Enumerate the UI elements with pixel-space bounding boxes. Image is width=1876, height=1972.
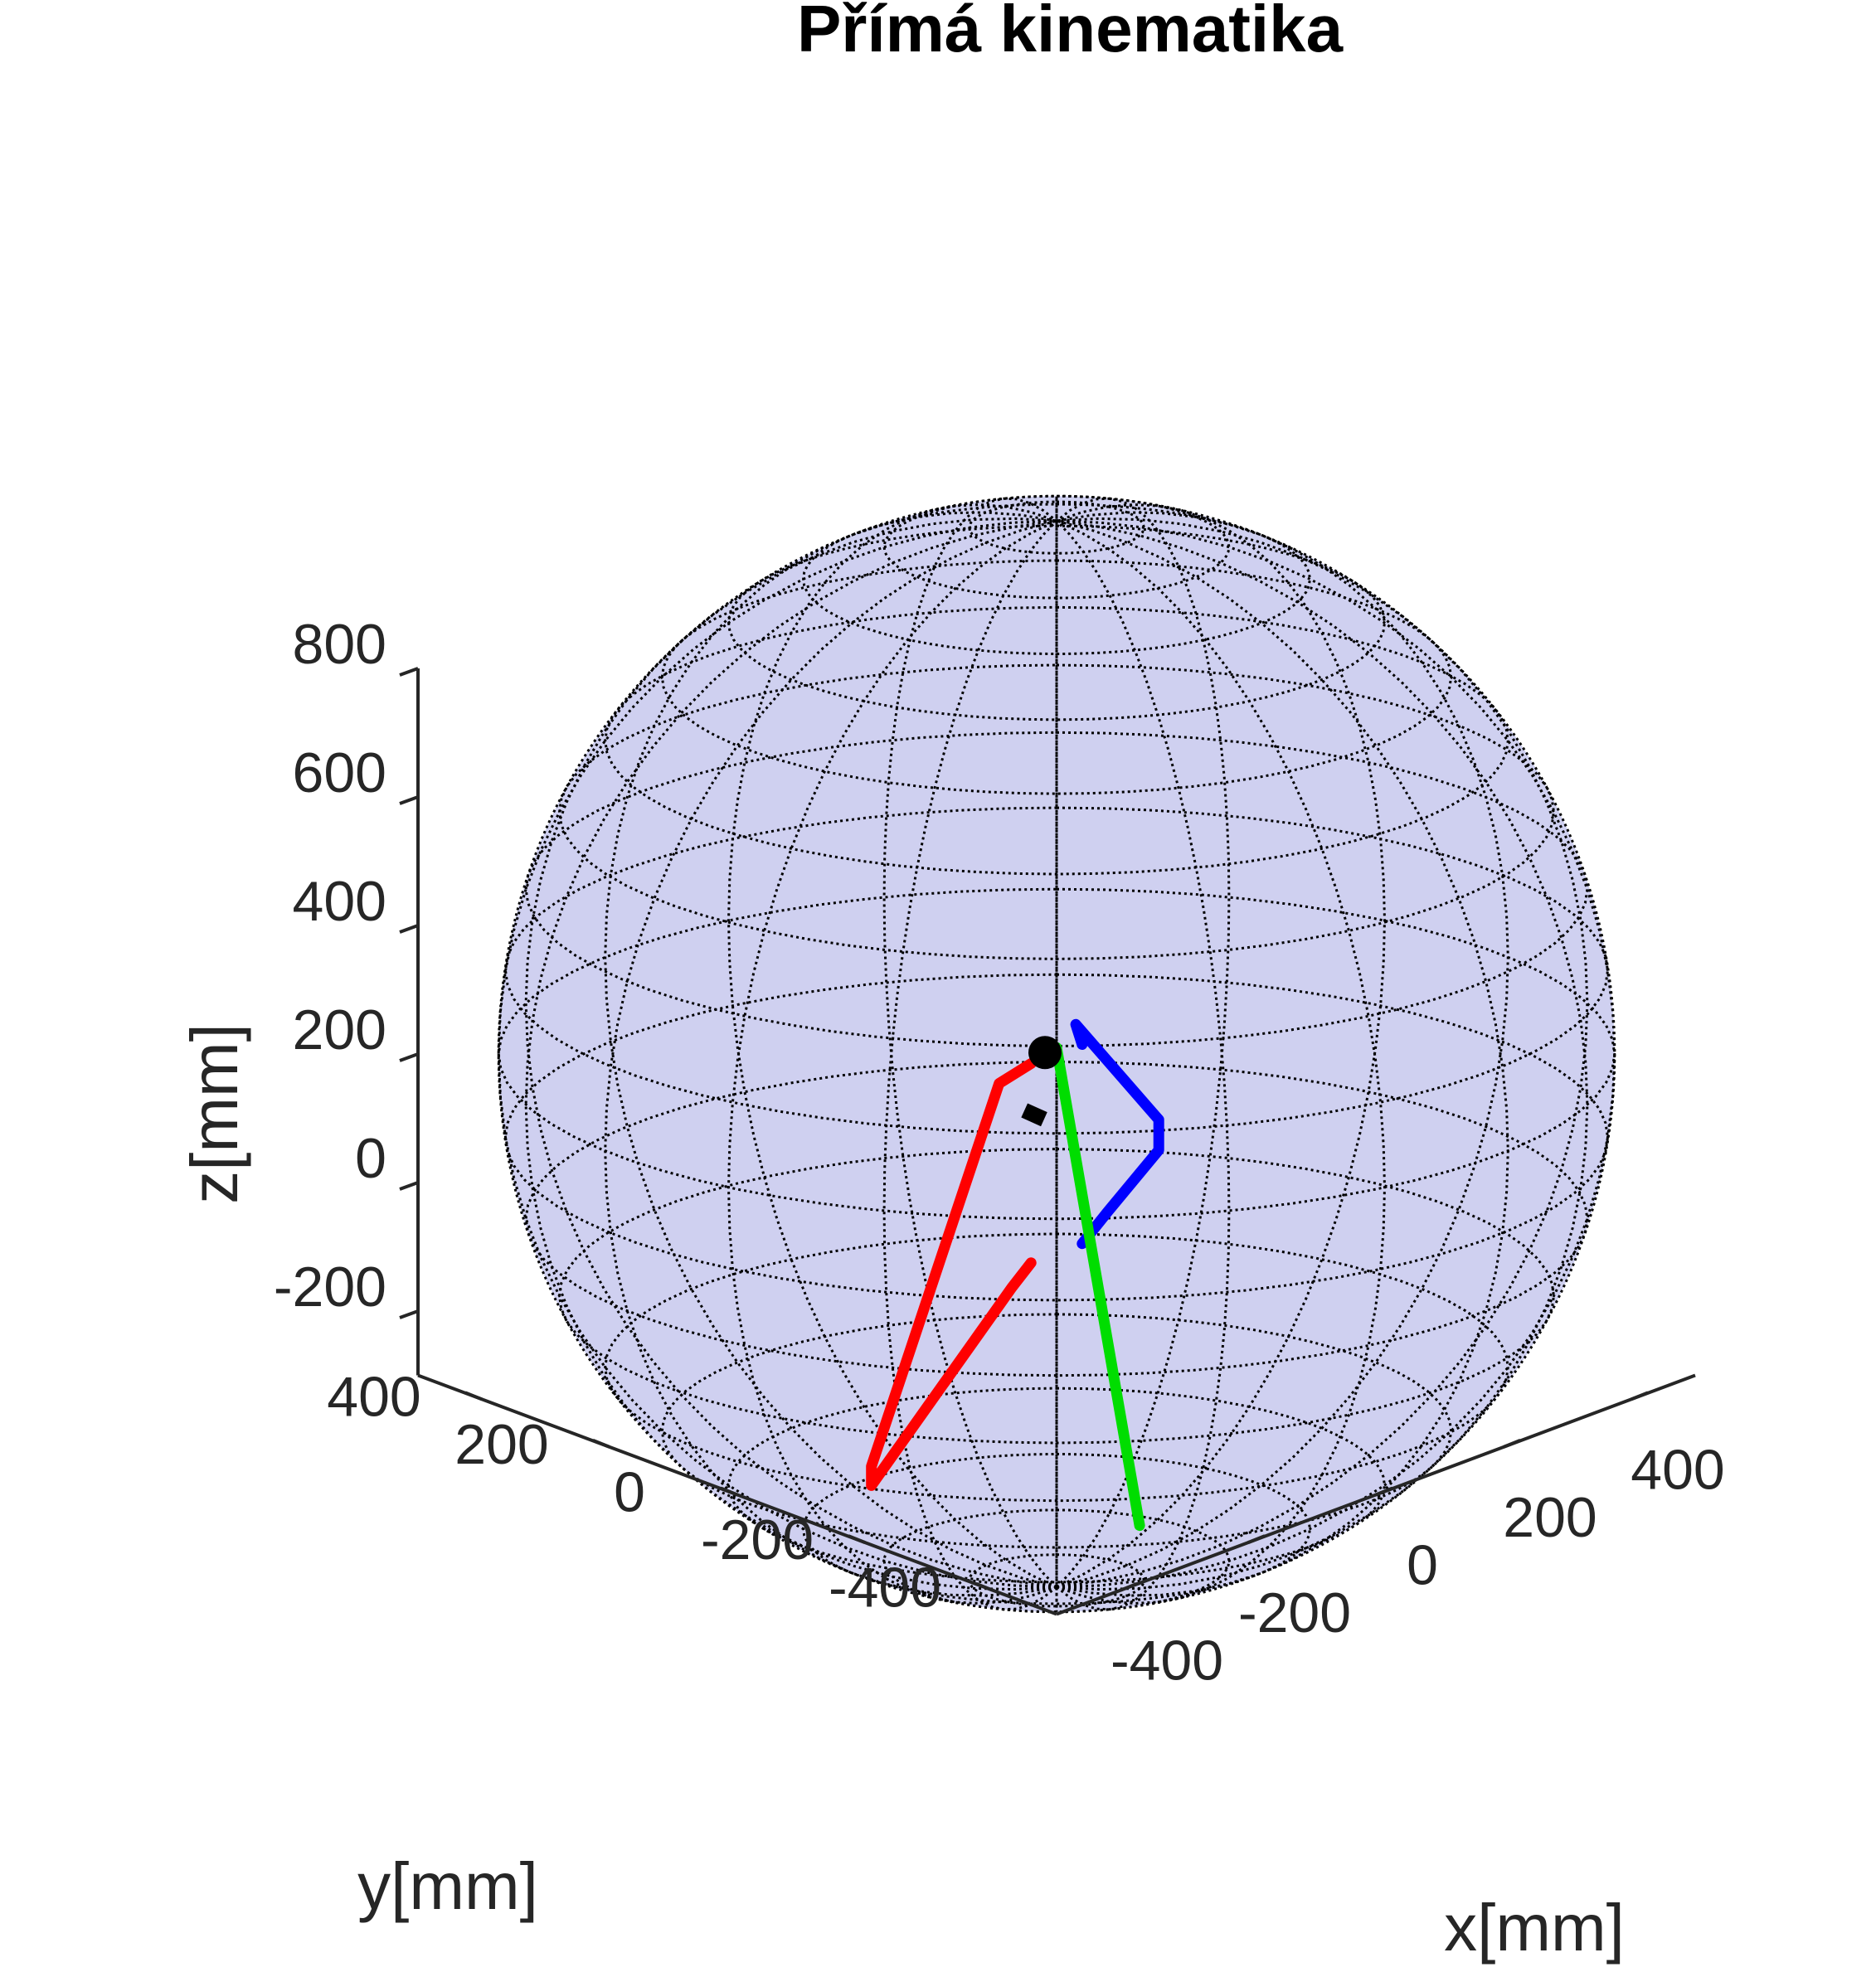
- sphere-meridian: [727, 519, 1057, 1605]
- x-axis-ticks: -400-200 0 200 400: [1111, 1391, 1725, 1693]
- sphere-meridian: [882, 520, 1058, 1611]
- x-tick-label: 200: [1503, 1486, 1597, 1549]
- sphere-meridian: [604, 511, 1057, 1589]
- sphere-parallel: [524, 731, 1589, 1048]
- x-tick-mark: [1503, 1439, 1521, 1449]
- z-tick-label: 200: [293, 998, 386, 1061]
- sphere-meridian: [1056, 519, 1387, 1605]
- sphere-parallel: [524, 1061, 1589, 1377]
- sphere-meridian: [1056, 511, 1509, 1589]
- x-tick-label: -200: [1238, 1581, 1351, 1644]
- series-line-2: [1070, 1018, 1164, 1250]
- series-line-4: [1021, 1103, 1047, 1127]
- z-tick-mark: [399, 1309, 419, 1319]
- y-tick-label: 200: [454, 1413, 548, 1476]
- sphere-parallel: [503, 973, 1610, 1302]
- z-tick-mark: [399, 795, 419, 805]
- x-tick-mark: [1631, 1391, 1649, 1401]
- x-axis-label: x[mm]: [1444, 1891, 1625, 1965]
- y-tick-mark: [975, 1581, 994, 1592]
- sphere-meridian: [524, 517, 1057, 1589]
- sphere-parallel: [660, 1313, 1453, 1549]
- z-tick-mark: [399, 667, 419, 677]
- y-tick-label: 400: [327, 1365, 420, 1428]
- y-tick-label: -200: [701, 1508, 814, 1571]
- sphere-outline: [497, 494, 1616, 1614]
- z-tick-mark: [399, 1052, 419, 1062]
- sphere-parallel: [503, 806, 1610, 1135]
- sphere-meridian: [882, 497, 1058, 1588]
- y-axis-ticks: -400-200 0 200 400: [327, 1365, 994, 1620]
- sphere-parallel: [968, 500, 1145, 555]
- sphere-meridian: [497, 519, 1057, 1589]
- robot-links: [866, 1018, 1164, 1532]
- z-tick-label: 0: [355, 1127, 386, 1190]
- sphere-meridian: [524, 519, 1057, 1591]
- y-tick-mark: [464, 1391, 483, 1401]
- sphere-parallel: [802, 1452, 1311, 1605]
- sphere-parallel: [882, 494, 1231, 600]
- y-tick-mark: [848, 1534, 866, 1544]
- sphere-meridian: [1056, 519, 1589, 1591]
- z-tick-mark: [399, 924, 419, 934]
- sphere-meridian: [1056, 519, 1616, 1589]
- series-line-1: [866, 1058, 1037, 1491]
- chart-title: Přímá kinematika: [797, 0, 1344, 66]
- sphere-parallel: [882, 1508, 1231, 1614]
- z-tick-label: 400: [293, 870, 386, 933]
- x-tick-label: -400: [1111, 1630, 1223, 1693]
- sphere-meridian: [1055, 520, 1231, 1611]
- series-line-3: [1051, 1042, 1145, 1532]
- end-effector-marker: [1028, 1036, 1062, 1070]
- sphere-meridian: [604, 519, 1057, 1597]
- z-axis-ticks: -200 0 200 400 600 800: [274, 613, 419, 1319]
- y-tick-mark: [720, 1486, 738, 1497]
- z-tick-mark: [399, 1181, 419, 1191]
- y-tick-mark: [592, 1439, 610, 1449]
- z-tick-label: -200: [274, 1256, 386, 1319]
- x-tick-mark: [1120, 1581, 1138, 1592]
- y-tick-label: -400: [829, 1557, 941, 1620]
- sphere-parallel: [660, 559, 1453, 795]
- y-axis-label: y[mm]: [357, 1849, 538, 1923]
- sphere-meridian: [1055, 497, 1231, 1588]
- y-tick-label: 0: [614, 1461, 645, 1524]
- sphere-parallel: [968, 1553, 1145, 1608]
- sphere-meridian: [1056, 517, 1589, 1589]
- z-tick-label: 800: [293, 613, 386, 676]
- x-tick-label: 400: [1631, 1438, 1724, 1501]
- z-axis-label: z[mm]: [177, 1023, 251, 1204]
- x-tick-label: 0: [1407, 1534, 1438, 1597]
- x-tick-mark: [1247, 1534, 1266, 1544]
- sphere-meridian: [1056, 503, 1387, 1589]
- sphere-meridian: [1056, 519, 1509, 1597]
- x-tick-mark: [1375, 1486, 1393, 1497]
- z-tick-label: 600: [293, 741, 386, 804]
